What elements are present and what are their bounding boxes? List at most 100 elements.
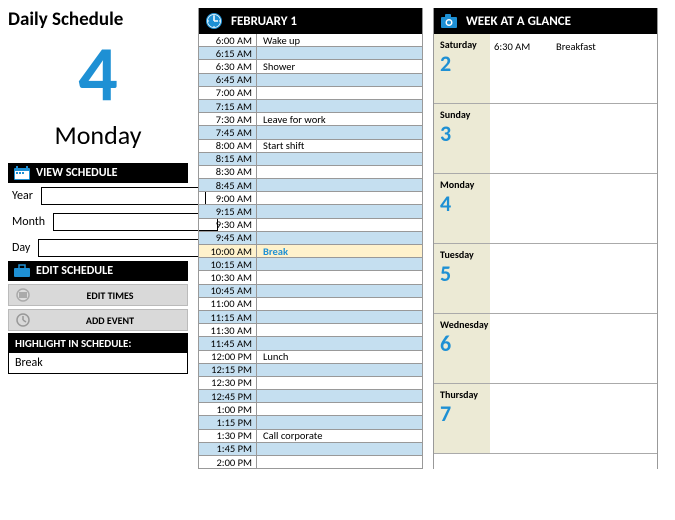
week-day-events: [490, 244, 657, 313]
schedule-row[interactable]: 12:00 PMLunch: [199, 351, 422, 364]
clock-icon: [205, 12, 223, 30]
week-day[interactable]: Monday4: [434, 174, 657, 244]
clock-outline-icon: [15, 313, 31, 327]
schedule-row[interactable]: 8:30 AM: [199, 166, 422, 179]
week-day-label: Sunday3: [434, 104, 490, 173]
schedule-time: 8:15 AM: [199, 152, 257, 165]
schedule-row[interactable]: 11:00 AM: [199, 298, 422, 311]
day-row: Day: [8, 235, 188, 261]
schedule-time: 1:30 PM: [199, 429, 257, 442]
schedule-row[interactable]: 11:30 AM: [199, 324, 422, 337]
schedule-row[interactable]: 10:30 AM: [199, 271, 422, 284]
week-day-num: 2: [440, 53, 484, 75]
schedule-row[interactable]: 6:00 AMWake up: [199, 34, 422, 47]
schedule-row[interactable]: 12:30 PM: [199, 377, 422, 390]
month-label: Month: [12, 215, 45, 229]
year-input[interactable]: [41, 187, 206, 205]
view-schedule-header: VIEW SCHEDULE: [8, 163, 188, 183]
schedule-time: 1:45 PM: [199, 442, 257, 455]
schedule-row[interactable]: 7:15 AM: [199, 100, 422, 113]
schedule-time: 7:00 AM: [199, 86, 257, 99]
schedule-row[interactable]: 1:15 PM: [199, 416, 422, 429]
schedule-row[interactable]: 1:00 PM: [199, 403, 422, 416]
schedule-row[interactable]: 11:15 AM: [199, 311, 422, 324]
week-day-label: Saturday2: [434, 34, 490, 103]
month-input[interactable]: [53, 213, 218, 231]
schedule-event: Shower: [257, 60, 422, 73]
schedule-body: 6:00 AMWake up6:15 AM6:30 AMShower6:45 A…: [199, 34, 422, 469]
year-row: Year: [8, 183, 188, 209]
schedule-row[interactable]: 12:45 PM: [199, 390, 422, 403]
schedule-row[interactable]: 6:15 AM: [199, 47, 422, 60]
schedule-time: 11:45 AM: [199, 337, 257, 350]
schedule-row[interactable]: 8:45 AM: [199, 179, 422, 192]
edit-times-button[interactable]: EDIT TIMES: [8, 284, 188, 306]
schedule-row[interactable]: 6:30 AMShower: [199, 60, 422, 73]
schedule-time: 10:00 AM: [199, 245, 257, 258]
schedule-row[interactable]: 9:00 AM: [199, 192, 422, 205]
schedule-row[interactable]: 7:30 AMLeave for work: [199, 113, 422, 126]
schedule-row[interactable]: 12:15 PM: [199, 364, 422, 377]
schedule-row[interactable]: 1:45 PM: [199, 443, 422, 456]
highlight-value[interactable]: Break: [9, 353, 187, 373]
week-day[interactable]: Wednesday6: [434, 314, 657, 384]
schedule-event: Start shift: [257, 139, 422, 152]
week-event-label: Breakfast: [556, 40, 596, 53]
schedule-event: Break: [257, 245, 422, 258]
schedule-header: FEBRUARY 1: [199, 8, 422, 34]
schedule-row[interactable]: 6:45 AM: [199, 74, 422, 87]
schedule-row[interactable]: 9:45 AM: [199, 232, 422, 245]
schedule-row[interactable]: 8:15 AM: [199, 153, 422, 166]
schedule-row[interactable]: 8:00 AMStart shift: [199, 140, 422, 153]
schedule-time: 7:15 AM: [199, 100, 257, 113]
schedule-time: 8:30 AM: [199, 165, 257, 178]
schedule-row[interactable]: 10:00 AMBreak: [199, 245, 422, 258]
week-day[interactable]: Saturday26:30 AMBreakfast: [434, 34, 657, 104]
week-day-num: 7: [440, 403, 484, 425]
schedule-time: 7:45 AM: [199, 126, 257, 139]
schedule-time: 12:15 PM: [199, 363, 257, 376]
list-icon: [15, 288, 31, 302]
schedule-row[interactable]: 7:45 AM: [199, 126, 422, 139]
week-day[interactable]: Thursday7: [434, 384, 657, 454]
schedule-row[interactable]: 10:45 AM: [199, 285, 422, 298]
week-day-events: [490, 104, 657, 173]
schedule-row[interactable]: 9:15 AM: [199, 205, 422, 218]
toolbox-icon: [14, 264, 30, 278]
schedule-time: 1:00 PM: [199, 403, 257, 416]
week-day-num: 3: [440, 123, 484, 145]
schedule-row[interactable]: 1:30 PMCall corporate: [199, 430, 422, 443]
schedule-time: 1:15 PM: [199, 416, 257, 429]
week-title: WEEK AT A GLANCE: [466, 14, 571, 29]
schedule-event: Wake up: [257, 34, 422, 47]
week-day-events: [490, 314, 657, 383]
week-day-label: Tuesday5: [434, 244, 490, 313]
week-header: WEEK AT A GLANCE: [434, 8, 657, 34]
week-day-events: 6:30 AMBreakfast: [490, 34, 657, 103]
view-schedule-label: VIEW SCHEDULE: [36, 166, 118, 180]
schedule-time: 9:15 AM: [199, 205, 257, 218]
schedule-row[interactable]: 2:00 PM: [199, 456, 422, 469]
schedule-row[interactable]: 7:00 AM: [199, 87, 422, 100]
week-day[interactable]: Tuesday5: [434, 244, 657, 314]
week-day-events: [490, 174, 657, 243]
schedule-time: 12:30 PM: [199, 376, 257, 389]
schedule-time: 6:30 AM: [199, 60, 257, 73]
calendar-icon: [14, 166, 30, 180]
schedule-row[interactable]: 9:30 AM: [199, 219, 422, 232]
month-row: Month: [8, 209, 188, 235]
day-name: Monday: [8, 119, 188, 151]
week-day[interactable]: Sunday3: [434, 104, 657, 174]
add-event-button[interactable]: ADD EVENT: [8, 309, 188, 331]
add-event-label: ADD EVENT: [39, 314, 181, 327]
schedule-row[interactable]: 10:15 AM: [199, 258, 422, 271]
edit-times-label: EDIT TIMES: [39, 289, 181, 302]
week-day-num: 4: [440, 193, 484, 215]
schedule-row[interactable]: 11:45 AM: [199, 337, 422, 350]
schedule-event: Leave for work: [257, 113, 422, 126]
big-date: 4: [8, 35, 188, 113]
week-day-label: Wednesday6: [434, 314, 490, 383]
schedule-event: Lunch: [257, 350, 422, 363]
day-input[interactable]: [38, 239, 203, 257]
schedule-time: 10:15 AM: [199, 258, 257, 271]
